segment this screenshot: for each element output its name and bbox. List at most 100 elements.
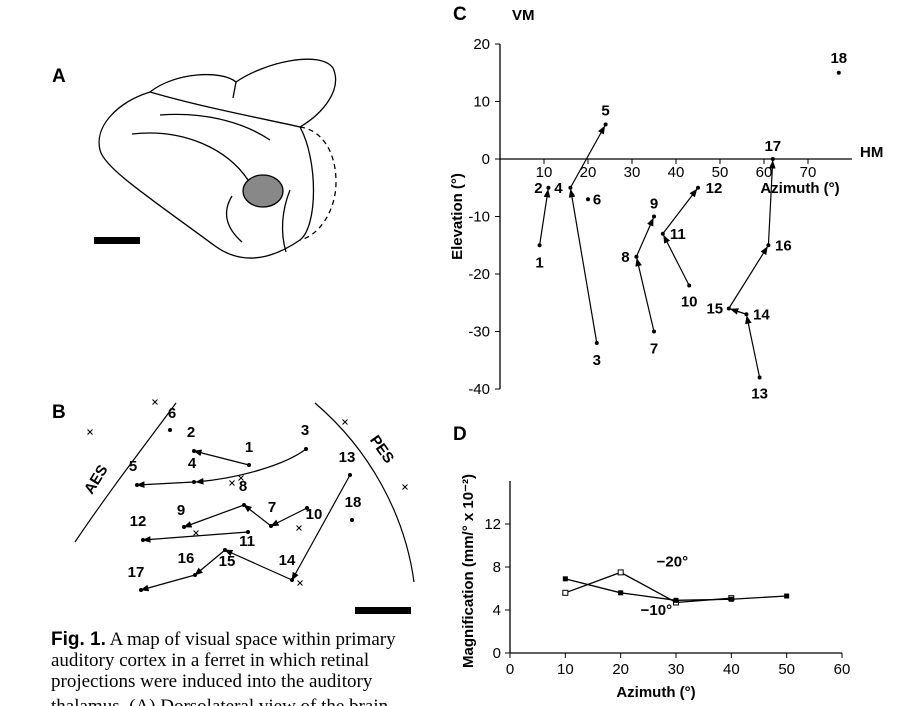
site-label: 8 xyxy=(239,478,247,495)
arrow xyxy=(568,188,598,344)
x-axis-label: Azimuth (°) xyxy=(760,180,839,197)
arrow xyxy=(142,531,249,543)
point-label: 3 xyxy=(593,352,601,369)
point-label: 8 xyxy=(621,249,629,266)
point xyxy=(744,312,749,317)
point-label: 4 xyxy=(554,180,563,197)
x-tick-label: 20 xyxy=(580,164,597,181)
y-tick-label: -30 xyxy=(468,324,490,341)
site-label: 15 xyxy=(219,553,236,570)
point xyxy=(546,185,551,190)
site-label: 1 xyxy=(245,439,253,456)
x-tick-label: 30 xyxy=(668,661,685,678)
point xyxy=(770,157,775,161)
series-line xyxy=(565,578,787,601)
site-label: 17 xyxy=(128,564,145,581)
y-tick-label: 8 xyxy=(493,559,501,576)
caption-line: auditory cortex in a ferret in which ret… xyxy=(51,650,369,671)
arrow xyxy=(539,188,551,246)
x-tick-label: 30 xyxy=(624,164,641,181)
point xyxy=(726,306,731,311)
arrow xyxy=(136,481,195,488)
arrow xyxy=(224,549,293,581)
site-dot xyxy=(290,578,294,582)
point-label: 7 xyxy=(650,341,658,358)
y-tick-label: 0 xyxy=(482,151,490,168)
sulcus xyxy=(225,195,243,243)
arrow xyxy=(635,217,654,257)
site-dot xyxy=(168,428,172,432)
recording-site xyxy=(242,174,284,208)
sulcus xyxy=(131,132,249,181)
arrow xyxy=(270,507,308,527)
x-tick-label: 40 xyxy=(723,661,740,678)
point-label: 1 xyxy=(535,254,543,271)
cross xyxy=(342,419,348,425)
site-label: 9 xyxy=(177,502,185,519)
lobe-outline xyxy=(235,58,337,128)
site-dot xyxy=(139,588,143,592)
site-label: 18 xyxy=(345,494,362,511)
point-label: 11 xyxy=(670,226,686,243)
arrow xyxy=(183,504,245,528)
cross xyxy=(229,480,235,486)
site-label: 5 xyxy=(129,458,137,475)
site-dot xyxy=(246,530,250,534)
caption-text: A map of visual space within primary xyxy=(106,629,396,650)
site-label: 3 xyxy=(301,422,309,439)
site-label: 11 xyxy=(239,533,255,550)
x-tick-label: 10 xyxy=(536,164,553,181)
point xyxy=(766,243,771,248)
brain-outline xyxy=(98,91,315,259)
series-line xyxy=(565,571,732,604)
site-label: 14 xyxy=(279,552,296,569)
cross xyxy=(238,475,244,481)
marker xyxy=(562,589,569,596)
panel-label: B xyxy=(52,402,66,423)
sulcus-line xyxy=(314,402,415,583)
cross xyxy=(402,484,408,490)
site-label: 16 xyxy=(178,550,195,567)
site-dot xyxy=(304,447,308,451)
point xyxy=(634,254,639,259)
point-label: 9 xyxy=(650,196,658,213)
y-tick-label: 0 xyxy=(493,645,501,662)
point-label: 12 xyxy=(706,180,723,197)
arrow xyxy=(745,315,761,378)
point-label: 17 xyxy=(764,138,781,155)
point xyxy=(603,122,608,127)
y-tick-label: 20 xyxy=(473,36,490,53)
cross xyxy=(193,530,199,536)
arrow xyxy=(635,257,655,332)
site-label: 10 xyxy=(306,506,323,523)
site-dot xyxy=(192,449,196,453)
arrow xyxy=(291,474,351,581)
region-label: AES xyxy=(81,462,112,497)
site-dot xyxy=(182,525,186,529)
point xyxy=(568,185,573,190)
arrow xyxy=(662,188,698,235)
site-label: 6 xyxy=(168,405,176,422)
arrow xyxy=(243,504,272,527)
point xyxy=(594,341,599,345)
site-dot xyxy=(135,483,139,487)
point-label: 5 xyxy=(601,103,609,120)
marker xyxy=(784,593,790,599)
marker xyxy=(562,576,568,582)
point-label: 16 xyxy=(775,237,792,254)
point xyxy=(586,197,590,202)
point-label: 10 xyxy=(681,294,698,311)
caption-line: projections were induced into the audito… xyxy=(51,671,373,692)
site-label: 13 xyxy=(339,449,356,466)
x-axis-label: Azimuth (°) xyxy=(616,684,695,701)
x-tick-label: 40 xyxy=(668,164,685,181)
axis-name: VM xyxy=(512,7,535,24)
site-label: 12 xyxy=(130,513,147,530)
y-tick-label: 10 xyxy=(473,94,490,111)
cross xyxy=(152,399,158,405)
point xyxy=(836,70,841,75)
cross xyxy=(296,525,302,531)
site-dot xyxy=(350,518,354,522)
cross xyxy=(87,429,93,435)
site-dot xyxy=(247,463,251,467)
